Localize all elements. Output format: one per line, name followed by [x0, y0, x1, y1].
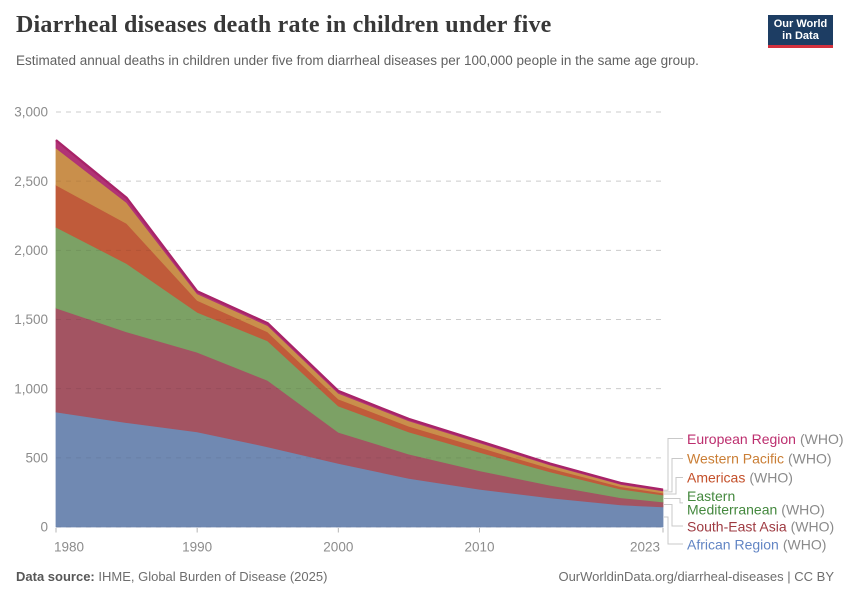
legend-label-southeast_asia[interactable]: South-East Asia (WHO) — [687, 519, 834, 535]
logo-line-1: Our World — [773, 17, 828, 30]
legend-connector — [664, 498, 683, 504]
legend-label-eastern_med[interactable]: Mediterranean (WHO) — [687, 502, 825, 518]
stacked-area-chart[interactable]: 0 500 1,000 1,500 2,000 2,500 3,000 1980 1990 200… — [0, 95, 850, 568]
legend-label-african[interactable]: African Region (WHO) — [687, 537, 826, 553]
x-axis-label: 1990 — [182, 540, 212, 555]
owid-logo: Our World in Data — [768, 15, 833, 48]
footer-link[interactable]: OurWorldinData.org/diarrheal-diseases | … — [558, 569, 834, 584]
y-axis-label: 3,000 — [14, 105, 48, 120]
data-source-label: Data source: — [16, 569, 95, 584]
total-top-line — [55, 139, 664, 491]
x-axis-label: 2000 — [323, 540, 353, 555]
legend-label-western_pacific[interactable]: Western Pacific (WHO) — [687, 451, 832, 467]
y-axis-label: 1,500 — [14, 312, 48, 327]
legend-connector — [664, 503, 683, 527]
data-source: Data source: IHME, Global Burden of Dise… — [16, 569, 327, 584]
chart-canvas: 0 500 1,000 1,500 2,000 2,500 3,000 1980 1990 200… — [14, 105, 844, 555]
legend-label-americas[interactable]: Americas (WHO) — [687, 470, 793, 486]
legend-connector — [664, 458, 683, 493]
legend-label-european[interactable]: European Region (WHO) — [687, 431, 844, 447]
y-axis-label: 2,500 — [14, 174, 48, 189]
x-axis-label: 1980 — [54, 540, 84, 555]
y-axis-label: 500 — [25, 451, 48, 466]
y-axis-label: 0 — [40, 520, 48, 535]
x-axis-label: 2023 — [630, 540, 660, 555]
logo-line-2: in Data — [782, 30, 819, 42]
y-axis-label: 2,000 — [14, 243, 48, 258]
legend-connector — [664, 438, 683, 491]
legend-connector — [664, 477, 683, 495]
y-axis-label: 1,000 — [14, 381, 48, 396]
x-axis-label: 2010 — [464, 540, 494, 555]
chart-footer: Data source: IHME, Global Burden of Dise… — [16, 569, 834, 584]
page-title: Diarrheal diseases death rate in childre… — [16, 12, 552, 38]
legend-label-eastern_med[interactable]: Eastern — [687, 488, 735, 504]
legend-connector — [664, 516, 683, 545]
page-subtitle: Estimated annual deaths in children unde… — [16, 53, 699, 68]
data-source-text: IHME, Global Burden of Disease (2025) — [94, 569, 328, 584]
